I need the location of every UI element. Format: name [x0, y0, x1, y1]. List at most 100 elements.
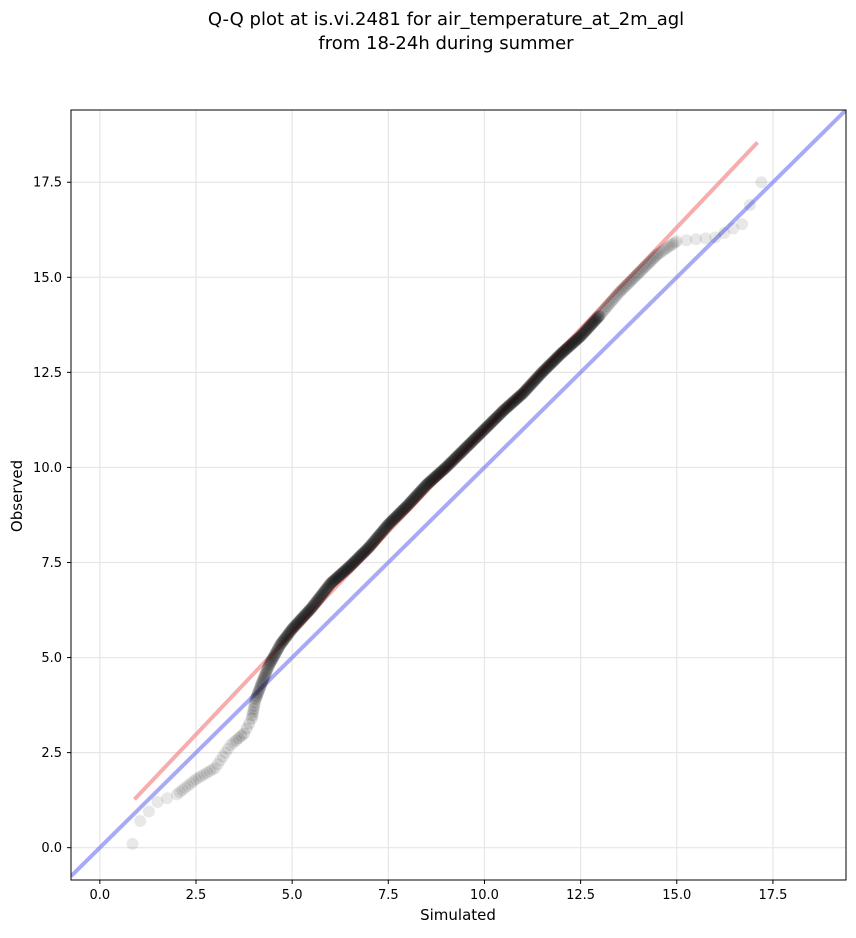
quantile-point — [373, 528, 386, 541]
quantile-point — [657, 244, 670, 257]
quantile-point — [532, 370, 545, 383]
quantile-point — [142, 805, 155, 818]
quantile-point — [329, 573, 342, 586]
quantile-point — [444, 456, 457, 469]
quantile-point — [486, 415, 499, 428]
quantile-point — [306, 601, 319, 614]
quantile-point — [363, 540, 376, 553]
quantile-point — [559, 343, 572, 356]
quantile-point — [288, 620, 301, 633]
quantile-point — [463, 437, 476, 450]
quantile-point — [523, 380, 536, 393]
quantile-point — [488, 413, 501, 426]
quantile-point — [265, 655, 277, 668]
quantile-point — [268, 649, 281, 662]
quantile-point — [376, 525, 389, 538]
quantile-point — [577, 326, 590, 339]
quantile-point — [264, 656, 277, 669]
quantile-point — [578, 326, 591, 339]
quantile-point — [529, 373, 542, 386]
quantile-point — [251, 688, 264, 701]
quantile-point — [252, 684, 265, 697]
quantile-point — [414, 485, 427, 498]
quantile-point — [356, 547, 369, 560]
quantile-point — [367, 535, 380, 548]
quantile-point — [647, 252, 660, 265]
quantile-point — [484, 417, 497, 430]
quantile-point — [393, 507, 406, 520]
quantile-point — [498, 403, 511, 416]
quantile-point — [365, 538, 378, 551]
quantile-point — [565, 338, 578, 351]
quantile-point — [248, 696, 261, 709]
quantile-point — [382, 518, 395, 531]
quantile-point — [363, 541, 376, 554]
quantile-point — [538, 364, 551, 377]
quantile-point — [336, 567, 349, 580]
x-tick-label: 7.5 — [378, 888, 399, 903]
quantile-point — [348, 555, 361, 568]
quantile-point — [330, 572, 343, 585]
quantile-point — [634, 265, 647, 278]
quantile-point — [447, 454, 460, 467]
quantile-point — [492, 409, 505, 422]
quantile-point — [551, 351, 564, 364]
quantile-point — [273, 640, 286, 653]
quantile-point — [423, 475, 436, 488]
quantile-point — [563, 339, 576, 352]
x-axis-label: Simulated — [420, 906, 496, 924]
quantile-point — [630, 269, 643, 282]
quantile-point — [297, 610, 310, 623]
quantile-point — [559, 343, 572, 356]
quantile-point — [222, 742, 235, 755]
quantile-point — [496, 405, 509, 418]
quantile-point — [570, 333, 583, 346]
quantile-point — [591, 312, 604, 325]
quantile-point — [369, 533, 382, 546]
quantile-point — [665, 239, 677, 252]
quantile-point — [468, 432, 481, 445]
quantile-point — [317, 586, 330, 599]
quantile-point — [436, 464, 449, 477]
quantile-point — [306, 600, 319, 613]
quantile-point — [439, 462, 452, 475]
quantile-point — [349, 554, 362, 567]
quantile-point — [507, 395, 520, 408]
axes-frame — [70, 109, 847, 881]
quantile-point — [456, 444, 469, 457]
quantile-point — [203, 765, 216, 778]
quantile-point — [531, 371, 544, 384]
quantile-point — [475, 426, 488, 439]
quantile-point — [334, 568, 347, 581]
quantile-point — [238, 727, 251, 740]
quantile-point — [541, 360, 554, 373]
quantile-point — [329, 572, 342, 585]
quantile-point — [584, 319, 597, 332]
quantile-point — [351, 552, 364, 565]
quantile-point — [230, 734, 242, 747]
quantile-point — [340, 563, 352, 576]
quantile-point — [250, 690, 263, 703]
quantile-point — [303, 604, 316, 617]
quantile-point — [360, 543, 373, 556]
quantile-point — [464, 437, 477, 450]
quantile-point — [709, 231, 722, 244]
quantile-point — [467, 434, 480, 447]
quantile-point — [290, 618, 302, 631]
quantile-point — [555, 347, 568, 360]
quantile-point — [391, 509, 404, 522]
quantile-point — [318, 584, 331, 597]
quantile-point — [525, 378, 538, 391]
quantile-point — [655, 245, 668, 258]
quantile-point — [666, 237, 679, 250]
quantile-point — [481, 420, 494, 433]
quantile-point — [345, 559, 358, 572]
quantile-point — [270, 645, 283, 658]
quantile-point — [557, 345, 570, 358]
quantile-point — [534, 368, 547, 381]
quantile-point — [373, 529, 386, 542]
quantile-point — [247, 702, 260, 715]
quantile-point — [488, 413, 501, 426]
quantile-point — [457, 443, 470, 456]
quantile-point — [283, 626, 296, 639]
